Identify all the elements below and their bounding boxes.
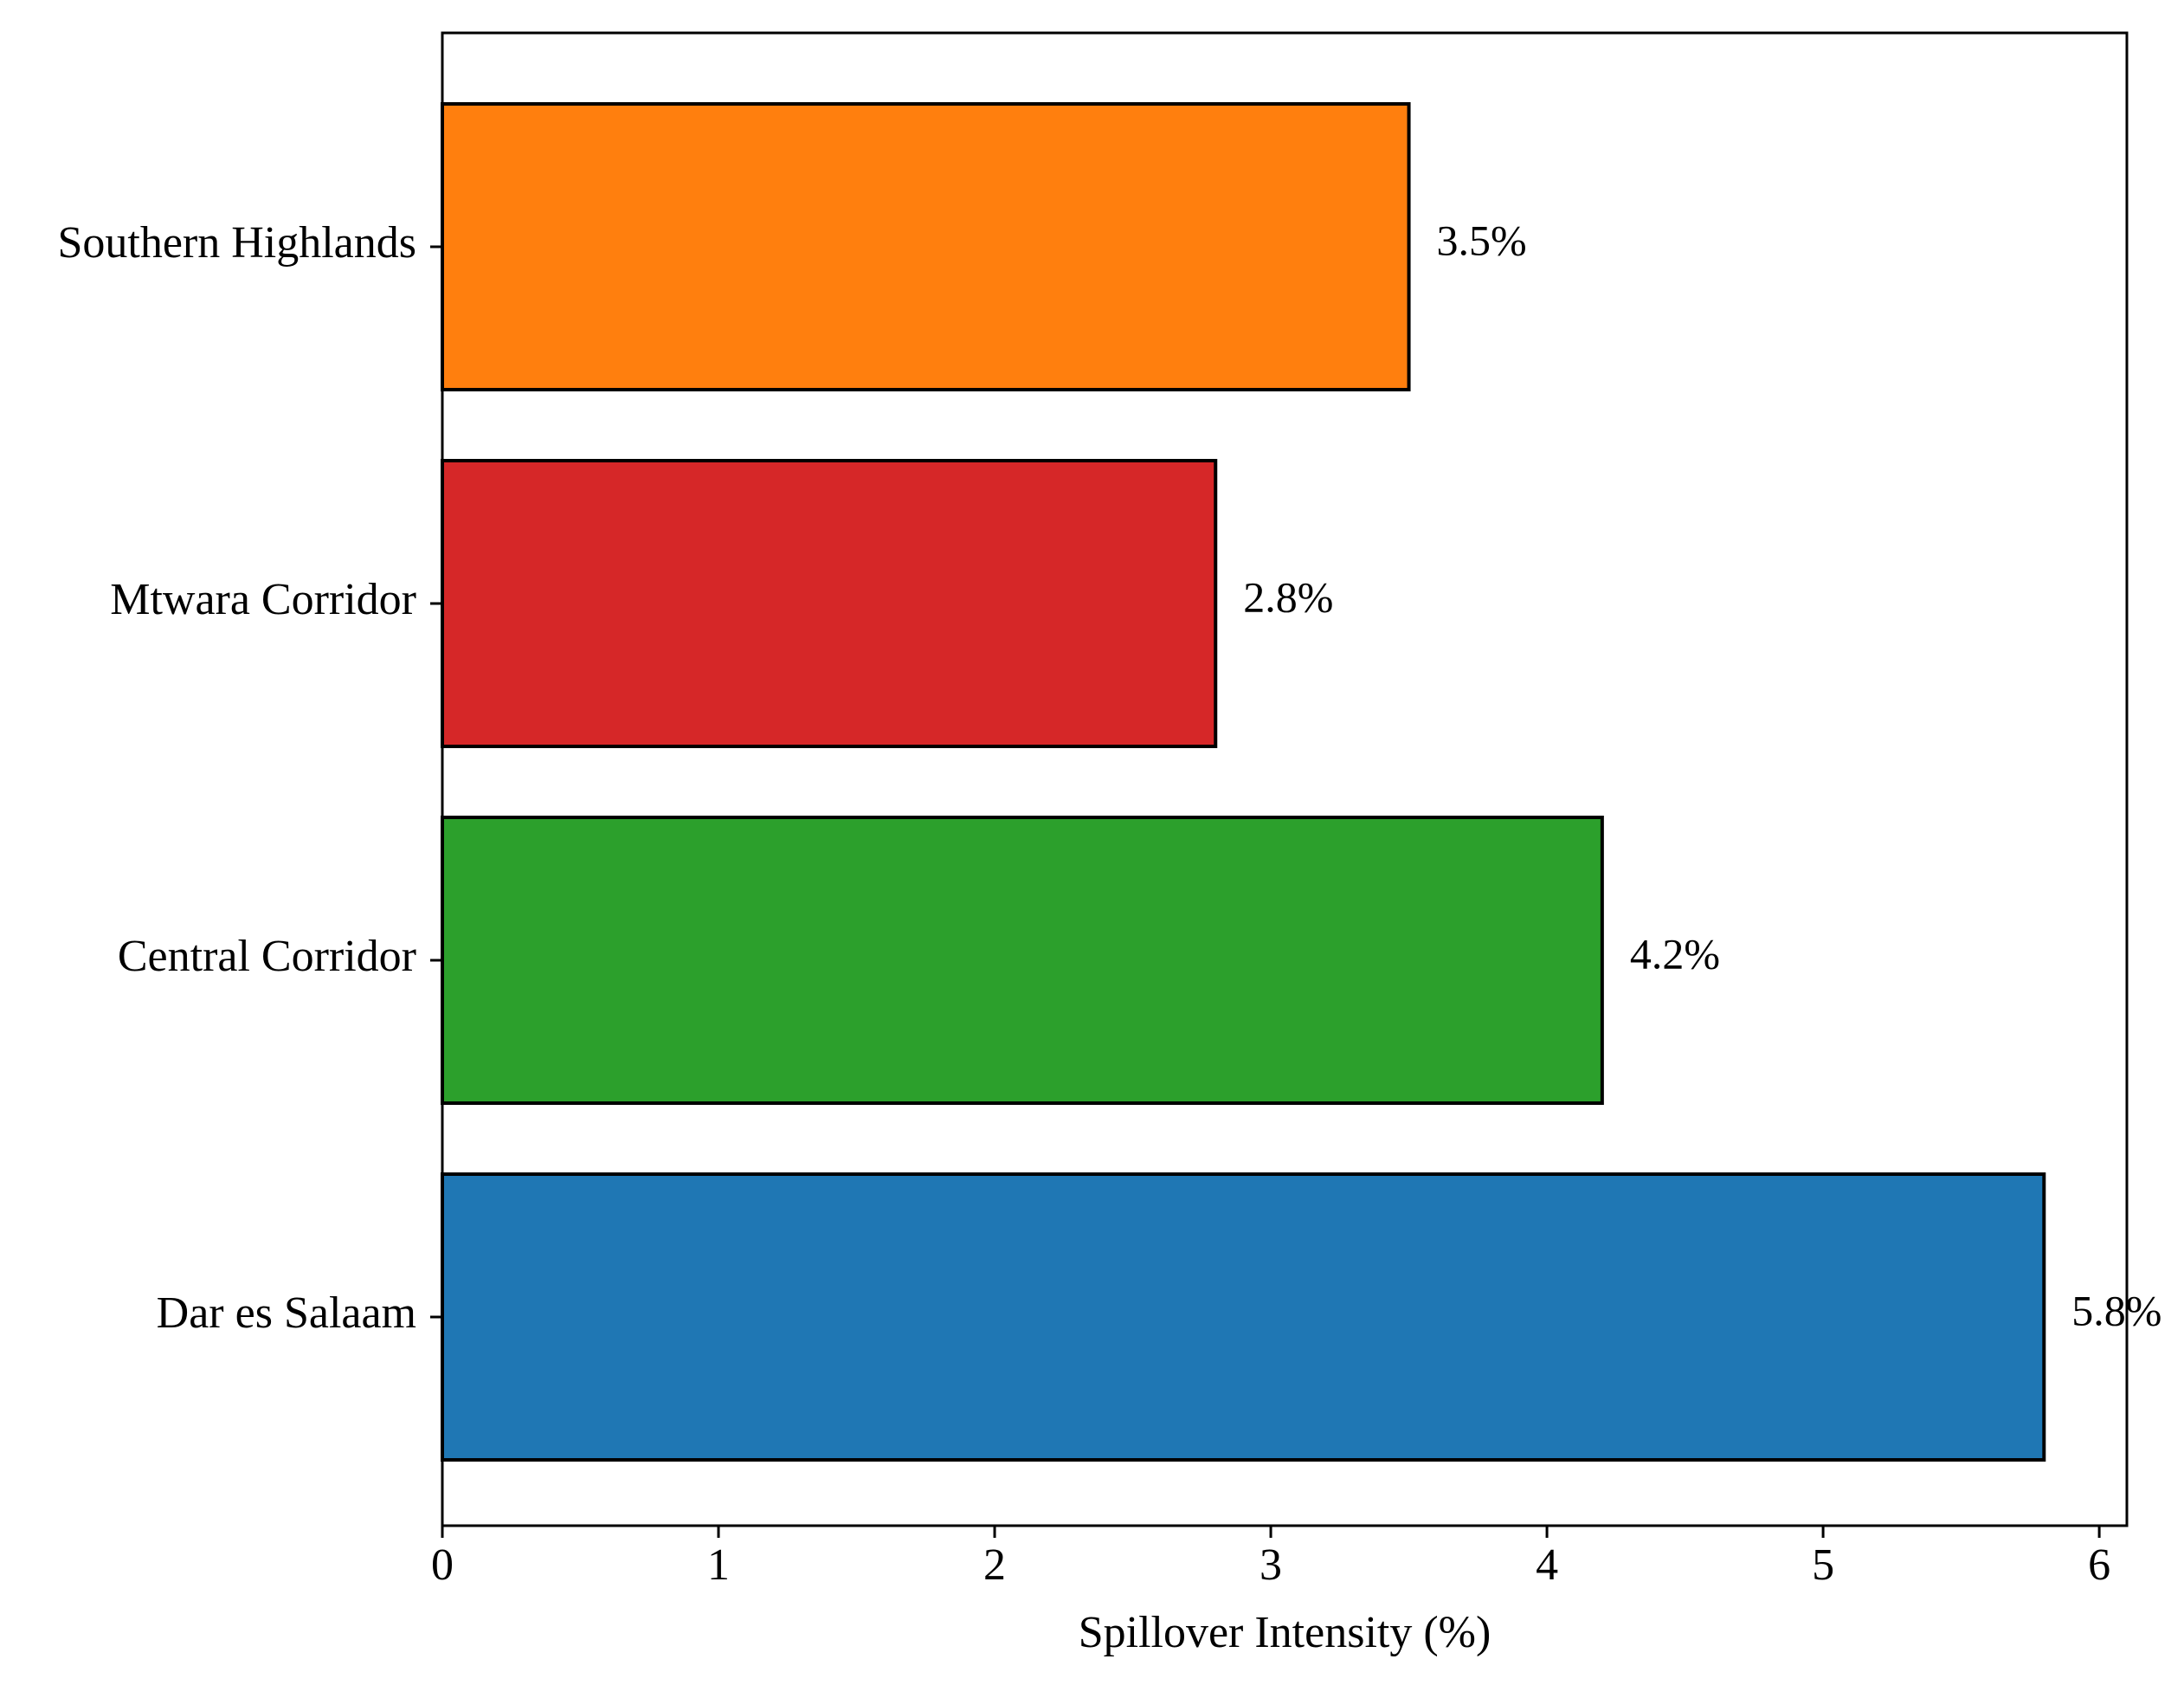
y-tick-label-central-corridor: Central Corridor [118,932,416,981]
data-label-central-corridor: 4.2% [1630,929,1720,978]
data-labels: 5.8% 4.2% 2.8% 3.5% [1243,216,2161,1334]
bars-layer [441,102,2046,1462]
x-axis-title: Spillover Intensity (%) [1079,1608,1491,1657]
y-tick-label-dar-es-salaam: Dar es Salaam [157,1288,416,1338]
x-tick-label-1: 1 [707,1540,730,1590]
data-label-dar-es-salaam: 5.8% [2071,1286,2161,1334]
x-tick-label-0: 0 [431,1540,454,1590]
x-tick-label-4: 4 [1536,1540,1558,1590]
x-tick-label-6: 6 [2088,1540,2110,1590]
y-tick-label-southern-highlands: Southern Highlands [57,218,416,268]
x-axis-ticks: 0 1 2 3 4 5 6 [431,1526,2110,1590]
x-tick-label-5: 5 [1812,1540,1834,1590]
bar-central-corridor [441,816,1604,1105]
x-tick-label-2: 2 [983,1540,1006,1590]
axes-frame [441,31,2129,1527]
data-label-southern-highlands: 3.5% [1437,216,1527,264]
bar-mtwara-corridor [441,459,1218,748]
data-label-mtwara-corridor: 2.8% [1243,572,1333,621]
bar-southern-highlands [441,102,1411,391]
x-tick-label-3: 3 [1260,1540,1282,1590]
y-axis-ticks: Dar es Salaam Central Corridor Mtwara Corr… [57,218,442,1338]
bar-dar-es-salaam [441,1172,2046,1462]
plot-frame [441,31,2129,1527]
y-tick-label-mtwara-corridor: Mtwara Corridor [110,575,416,624]
